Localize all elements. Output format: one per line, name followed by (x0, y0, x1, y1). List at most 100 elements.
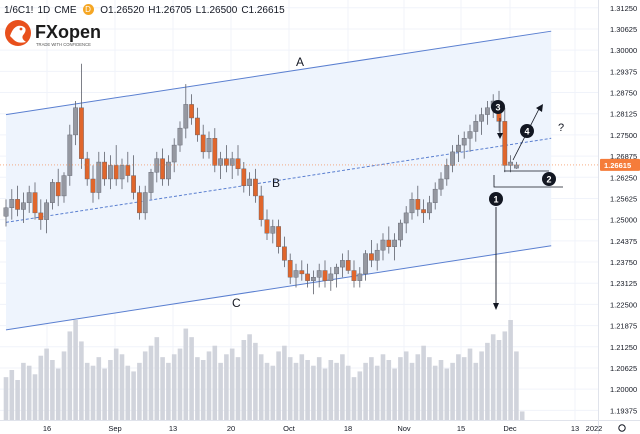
candle-body[interactable] (258, 195, 264, 220)
candle-body[interactable] (171, 144, 177, 163)
candle-body[interactable] (73, 107, 79, 136)
candle-body[interactable] (374, 249, 380, 261)
candle-body[interactable] (235, 158, 241, 170)
candle-body[interactable] (398, 222, 403, 241)
candle-body[interactable] (276, 226, 281, 247)
marker-4-circle[interactable] (520, 124, 534, 138)
candle-body[interactable] (351, 270, 357, 281)
candle-body[interactable] (113, 165, 119, 180)
candle-body[interactable] (15, 199, 20, 210)
candle-body[interactable] (160, 158, 165, 180)
marker-1-circle[interactable] (489, 192, 503, 206)
candle-body[interactable] (96, 161, 102, 193)
candle-body[interactable] (125, 165, 131, 176)
candle-body[interactable] (78, 107, 84, 159)
candle-body[interactable] (473, 121, 479, 132)
candle-body[interactable] (363, 253, 368, 275)
candle-body[interactable] (177, 127, 183, 146)
candle-body[interactable] (247, 178, 252, 186)
candle-body[interactable] (183, 104, 189, 129)
candle-body[interactable] (421, 209, 426, 214)
candle-body[interactable] (293, 270, 299, 278)
candle-body[interactable] (427, 202, 432, 214)
candle-body[interactable] (508, 161, 513, 166)
candle-body[interactable] (223, 158, 229, 166)
candle-body[interactable] (444, 165, 450, 180)
candle-body[interactable] (380, 239, 386, 251)
channel-line-b[interactable] (5, 137, 552, 223)
candle-body[interactable] (392, 239, 397, 247)
candle-body[interactable] (299, 270, 305, 275)
volume-bar (218, 362, 223, 420)
candle-body[interactable] (415, 199, 421, 210)
candle-body[interactable] (131, 175, 136, 193)
candle-body[interactable] (107, 165, 113, 180)
candle-body[interactable] (334, 266, 339, 275)
candle-body[interactable] (287, 260, 293, 278)
candle-body[interactable] (328, 273, 334, 281)
candle-body[interactable] (479, 114, 484, 122)
candle-body[interactable] (21, 202, 26, 210)
candle-body[interactable] (189, 104, 194, 119)
candle-body[interactable] (3, 207, 9, 217)
candle-body[interactable] (456, 144, 461, 153)
candle-body[interactable] (84, 158, 90, 180)
candle-body[interactable] (102, 161, 108, 180)
candle-body[interactable] (55, 182, 61, 197)
interval-label[interactable]: 1D (37, 5, 51, 16)
candle-body[interactable] (270, 226, 276, 234)
candle-body[interactable] (311, 277, 316, 281)
candle-body[interactable] (485, 107, 490, 115)
candle-body[interactable] (409, 199, 415, 214)
candle-body[interactable] (357, 273, 363, 281)
volume-bar (374, 365, 380, 420)
channel-line-c[interactable] (5, 245, 552, 331)
candle-body[interactable] (340, 260, 345, 268)
candle-body[interactable] (241, 168, 247, 186)
candle-body[interactable] (26, 192, 32, 203)
channel-line-a[interactable] (5, 30, 552, 116)
candle-body[interactable] (305, 273, 310, 281)
marker-2-circle[interactable] (542, 172, 556, 186)
candle-body[interactable] (345, 260, 351, 271)
candle-body[interactable] (322, 270, 328, 281)
candle-body[interactable] (502, 121, 508, 166)
settings-gear-icon[interactable] (618, 424, 626, 432)
candle-body[interactable] (369, 253, 374, 261)
candle-body[interactable] (450, 151, 455, 166)
candle-body[interactable] (461, 138, 467, 146)
marker-3-circle[interactable] (491, 100, 505, 114)
candle-body[interactable] (194, 117, 200, 136)
candle-body[interactable] (386, 239, 392, 247)
candle-body[interactable] (212, 138, 218, 166)
candle-body[interactable] (142, 192, 148, 214)
candle-body[interactable] (316, 270, 322, 278)
candle-body[interactable] (136, 192, 142, 214)
candle-body[interactable] (154, 158, 160, 173)
candle-body[interactable] (9, 199, 15, 208)
candle-body[interactable] (229, 158, 235, 166)
candle-body[interactable] (44, 202, 50, 220)
candle-body[interactable] (438, 178, 444, 190)
candle-body[interactable] (218, 158, 223, 166)
candle-body[interactable] (50, 182, 55, 203)
candle-body[interactable] (200, 134, 206, 153)
candle-body[interactable] (467, 131, 473, 139)
candle-body[interactable] (403, 212, 409, 224)
candle-body[interactable] (148, 172, 154, 193)
candle-body[interactable] (165, 161, 171, 180)
candle-body[interactable] (252, 178, 258, 197)
candle-body[interactable] (282, 246, 287, 261)
candle-body[interactable] (67, 134, 73, 176)
candle-body[interactable] (206, 138, 212, 153)
candle-body[interactable] (264, 219, 270, 234)
candle-body[interactable] (432, 188, 438, 203)
candle-body[interactable] (514, 164, 519, 169)
candle-body[interactable] (119, 165, 125, 180)
symbol-label[interactable]: 1/6C1! (4, 5, 34, 16)
candle-body[interactable] (61, 175, 67, 197)
candle-body[interactable] (90, 178, 96, 193)
candle-body[interactable] (32, 192, 38, 214)
candle-body[interactable] (38, 212, 44, 220)
